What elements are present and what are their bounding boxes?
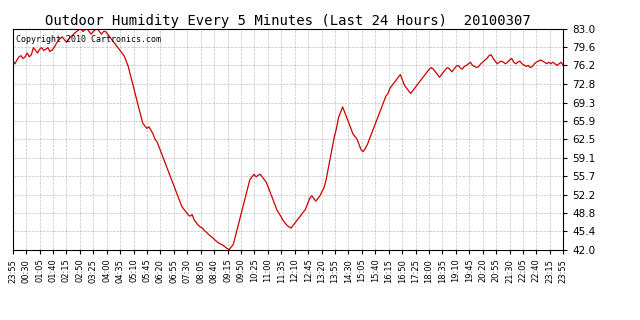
Text: Copyright 2010 Cartronics.com: Copyright 2010 Cartronics.com bbox=[15, 36, 161, 44]
Title: Outdoor Humidity Every 5 Minutes (Last 24 Hours)  20100307: Outdoor Humidity Every 5 Minutes (Last 2… bbox=[45, 14, 531, 28]
